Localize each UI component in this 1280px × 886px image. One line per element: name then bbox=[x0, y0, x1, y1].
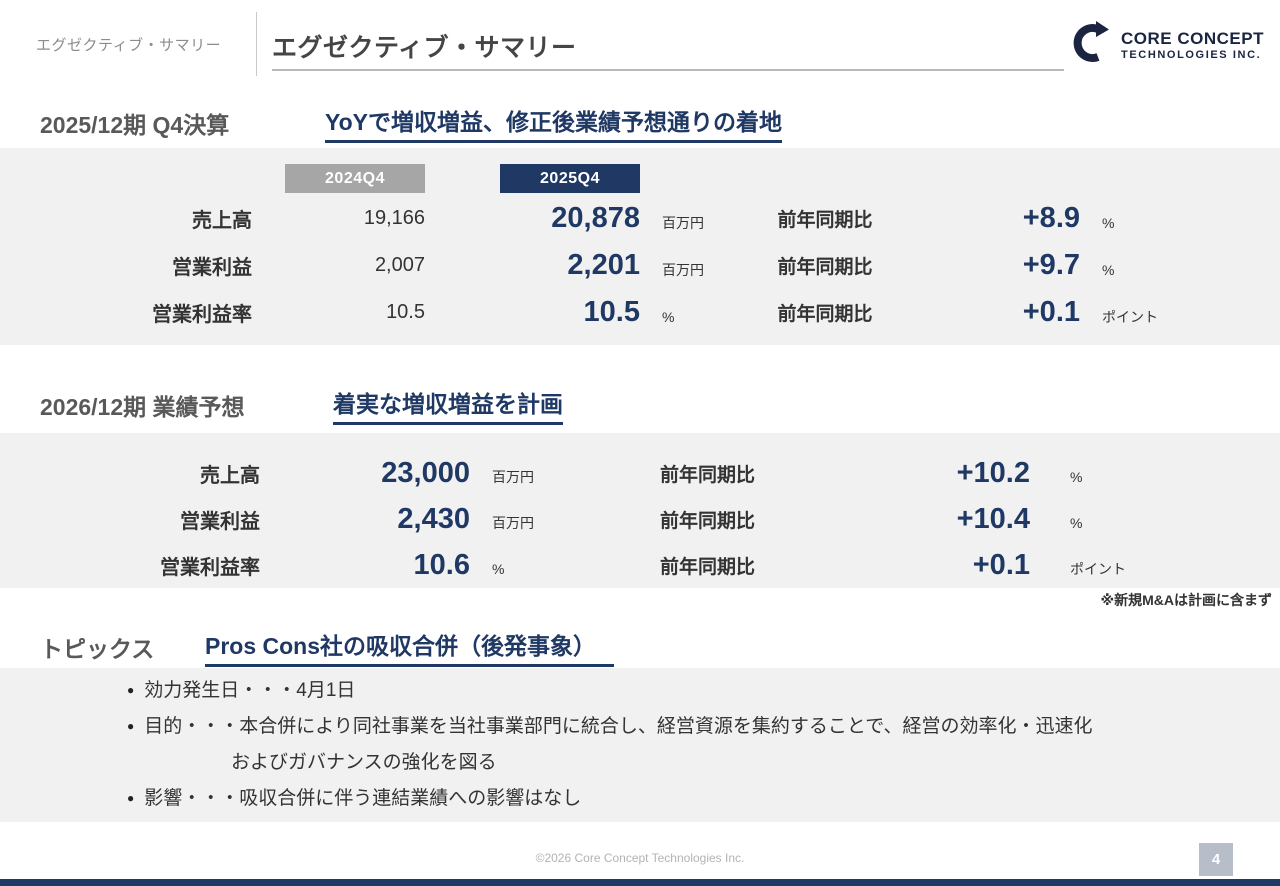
change-unit: % bbox=[1102, 261, 1115, 278]
page-number: 4 bbox=[1199, 843, 1233, 876]
forecast-note: ※新規M&Aは計画に含まず bbox=[1100, 592, 1273, 608]
title-underline-rule bbox=[272, 69, 1064, 71]
row-label: 売上高 bbox=[192, 210, 252, 232]
bullet-text: 影響・・・吸収合併に伴う連結業績への影響はなし bbox=[144, 788, 582, 809]
yoy-change: +9.7 bbox=[1022, 249, 1080, 281]
column-badge-2024q4: 2024Q4 bbox=[285, 164, 425, 193]
row-label: 営業利益率 bbox=[160, 556, 260, 579]
value-unit: 百万円 bbox=[492, 515, 534, 531]
results-table-header-row: 2024Q4 2025Q4 bbox=[0, 148, 1280, 195]
change-unit: ポイント bbox=[1102, 308, 1158, 325]
logo-line1: CORE CONCEPT bbox=[1121, 29, 1264, 49]
yoy-label: 前年同期比 bbox=[777, 210, 873, 231]
bullet-icon: ● bbox=[127, 683, 135, 697]
row-label: 営業利益 bbox=[180, 510, 260, 533]
yoy-label: 前年同期比 bbox=[777, 257, 873, 278]
forecast-table: 売上高 23,000 百万円 前年同期比 +10.2 % 営業利益 2,430 … bbox=[0, 433, 1280, 588]
topics-list: ● 効力発生日・・・4月1日 ● 目的・・・本合併により同社事業を当社事業部門に… bbox=[0, 668, 1280, 822]
yoy-change: +8.9 bbox=[1022, 202, 1080, 234]
prev-value: 19,166 bbox=[363, 207, 425, 229]
bullet-icon: ● bbox=[127, 719, 135, 733]
yoy-label: 前年同期比 bbox=[659, 464, 755, 486]
change-unit: % bbox=[1070, 469, 1083, 485]
bullet-text: およびガバナンスの強化を図る bbox=[231, 752, 497, 773]
logo-line2: TECHNOLOGIES INC. bbox=[1121, 48, 1262, 61]
curr-value: 10.5 bbox=[583, 296, 640, 328]
value-unit: 百万円 bbox=[492, 469, 534, 485]
yoy-label: 前年同期比 bbox=[659, 510, 755, 532]
bullet-icon: ● bbox=[127, 791, 135, 805]
bullet-text: 目的・・・本合併により同社事業を当社事業部門に統合し、経営資源を集約することで、… bbox=[144, 716, 1093, 737]
header-vertical-divider bbox=[256, 12, 257, 76]
prev-value: 2,007 bbox=[374, 254, 425, 276]
forecast-headline: 着実な増収増益を計画 bbox=[333, 385, 563, 425]
logo-mark-icon bbox=[1066, 20, 1112, 71]
yoy-change: +10.2 bbox=[956, 456, 1030, 489]
yoy-change: +10.4 bbox=[956, 502, 1030, 535]
breadcrumb: エグゼクティブ・サマリー bbox=[36, 37, 222, 54]
bottom-accent-bar bbox=[0, 879, 1280, 886]
value-unit: 百万円 bbox=[662, 214, 704, 231]
change-unit: % bbox=[1070, 515, 1083, 531]
column-badge-2025q4: 2025Q4 bbox=[500, 164, 640, 193]
table-row: 営業利益 2,007 2,201 百万円 前年同期比 +9.7 % bbox=[0, 242, 1280, 289]
bullet-text: 効力発生日・・・4月1日 bbox=[144, 680, 356, 701]
row-label: 営業利益 bbox=[172, 257, 252, 279]
topics-headline: Pros Cons社の吸収合併（後発事象） bbox=[205, 627, 615, 667]
forecast-section-heading: 2026/12期 業績予想 bbox=[40, 394, 245, 420]
yoy-label: 前年同期比 bbox=[659, 556, 755, 578]
topics-section-heading: トピックス bbox=[40, 636, 155, 662]
topic-bullet: ● 効力発生日・・・4月1日 bbox=[0, 675, 1280, 711]
results-section-heading: 2025/12期 Q4決算 bbox=[40, 112, 230, 138]
prev-value: 10.5 bbox=[386, 301, 425, 323]
change-unit: ポイント bbox=[1070, 561, 1126, 577]
logo-text: CORE CONCEPT TECHNOLOGIES INC. bbox=[1121, 29, 1264, 61]
table-row: 売上高 19,166 20,878 百万円 前年同期比 +8.9 % bbox=[0, 195, 1280, 242]
topic-bullet: ● 影響・・・吸収合併に伴う連結業績への影響はなし bbox=[0, 783, 1280, 819]
change-unit: % bbox=[1102, 214, 1115, 231]
plan-value: 10.6 bbox=[413, 548, 470, 581]
plan-value: 23,000 bbox=[381, 456, 470, 489]
table-row: 営業利益率 10.5 10.5 % 前年同期比 +0.1 ポイント bbox=[0, 289, 1280, 336]
table-row: 営業利益 2,430 百万円 前年同期比 +10.4 % bbox=[0, 496, 1280, 542]
yoy-change: +0.1 bbox=[1022, 296, 1080, 328]
results-table: 2024Q4 2025Q4 売上高 19,166 20,878 百万円 前年同期… bbox=[0, 148, 1280, 345]
table-row: 営業利益率 10.6 % 前年同期比 +0.1 ポイント bbox=[0, 542, 1280, 588]
copyright: ©2026 Core Concept Technologies Inc. bbox=[535, 851, 745, 865]
plan-value: 2,430 bbox=[397, 502, 470, 535]
results-headline: YoYで増収増益、修正後業績予想通りの着地 bbox=[325, 103, 783, 143]
page-title: エグゼクティブ・サマリー bbox=[272, 34, 577, 62]
value-unit: % bbox=[662, 308, 675, 325]
yoy-change: +0.1 bbox=[972, 548, 1030, 581]
company-logo: CORE CONCEPT TECHNOLOGIES INC. bbox=[1066, 20, 1264, 71]
topic-bullet: ● 目的・・・本合併により同社事業を当社事業部門に統合し、経営資源を集約すること… bbox=[0, 711, 1280, 747]
row-label: 営業利益率 bbox=[152, 304, 252, 326]
topic-bullet-continuation: およびガバナンスの強化を図る bbox=[0, 747, 1280, 783]
yoy-label: 前年同期比 bbox=[777, 304, 873, 325]
curr-value: 20,878 bbox=[551, 202, 640, 234]
value-unit: 百万円 bbox=[662, 261, 704, 278]
value-unit: % bbox=[492, 561, 505, 577]
curr-value: 2,201 bbox=[567, 249, 640, 281]
row-label: 売上高 bbox=[200, 464, 260, 487]
table-row: 売上高 23,000 百万円 前年同期比 +10.2 % bbox=[0, 450, 1280, 496]
